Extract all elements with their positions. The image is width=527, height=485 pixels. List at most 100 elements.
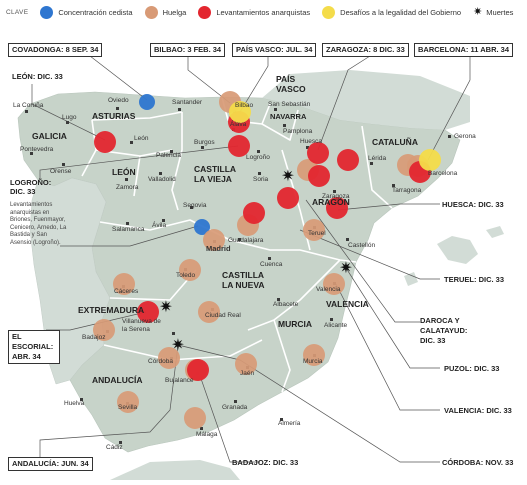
city-label-c-rdoba: Córdoba [148,358,173,365]
death-marker-c-rdoba: ✷ [171,335,184,354]
region-label-galicia: GALICIA [32,131,67,141]
city-label-bilbao: Bilbao [235,102,254,109]
uprising-marker-zaragoza [337,149,359,171]
legend-swatch-cedista [40,5,54,19]
strike-marker-valencia [323,273,345,295]
city-label-castell-n: Castellón [348,242,376,249]
city-label-ja-n: Jaén [240,370,255,377]
city-label-guadalajara: Guadalajara [228,237,264,244]
legend-swatch-strike [144,5,158,19]
callout-bilbao: BILBAO: 3 FEB. 34 [150,43,226,57]
uprising-marker-calatayud [277,187,299,209]
strike-marker-c-rdoba [158,347,180,369]
callout-pais-vasco: PAÍS VASCO: JUL. 34 [232,43,317,57]
callout-puzol: PUZOL: DIC. 33 [444,364,500,373]
challenge-marker-barcelona [419,149,441,171]
region-label-aragon: ARAGÓN [312,197,350,207]
city-label-sevilla: Sevilla [118,404,138,411]
city-label-la-coru-a: La Coruña [13,102,44,109]
region-label-navarra: NAVARRA [270,112,307,121]
city-label-huesca: Huesca [300,138,323,145]
region-label-murcia: MURCIA [278,319,312,329]
legend-label-deaths: Muertes [486,7,514,17]
city-label-alicante: Alicante [324,322,348,329]
region-label-cataluna: CATALUÑA [372,137,418,147]
uprising-marker-bujalance [187,359,209,381]
city-label-tarragona: Tarragona [392,187,422,194]
legend-label-strike: Huelga [162,7,187,17]
city-label-santander: Santander [172,99,202,106]
callout-leader-lines [31,50,471,463]
city-label-burgos: Burgos [194,139,215,146]
uprising-marker-l-rida [308,165,330,187]
callout-valencia: VALENCIA: DIC. 33 [444,406,512,415]
uprising-marker-orense-le-n [94,131,116,153]
uprising-marker-daroca [326,197,348,219]
uprising-marker-villanueva-de-la-serena [137,301,159,323]
region-label-castilla-la-nueva: CASTILLA LA NUEVA [222,270,265,290]
strike-marker-murcia [303,344,325,366]
city-label-huelva: Huelva [64,400,85,407]
city-label-teruel: Teruel [308,230,326,237]
legend-item-strike: Huelga [144,5,187,19]
strike-marker-ja-n [235,353,257,375]
region-label-valencia: VALENCIA [326,299,369,309]
city-label-c-ceres: Cáceres [114,288,139,295]
city-label-toledo: Toledo [176,272,196,279]
city-label-l-rida: Lérida [368,155,387,162]
strike-marker-badajoz [93,319,115,341]
legend-label-challenge: Desafíos a la legalidad del Gobierno [340,7,462,17]
ibiza-island [404,272,418,286]
city-label-gerona: Gerona [454,133,476,140]
city-label-almer-a: Almería [278,420,301,427]
strike-marker-teruel [303,219,325,241]
region-borders [81,96,393,393]
city-label-valladolid: Valladolid [148,176,176,183]
death-marker-villanueva-de-la-serena: ✷ [159,297,172,316]
africa-landmass [110,460,240,480]
city-label--vila: Ávila [152,222,167,229]
city-label-zamora: Zamora [116,184,139,191]
city-label-m-laga: Málaga [196,431,218,438]
region-label-pais-vasco: PAÍS VASCO [276,74,306,94]
legend-label-cedista: Concentración cedista [58,7,133,17]
strike-marker-madrid [203,229,225,251]
legend-item-cedista: Concentración cedista [40,5,133,19]
strike-marker-sevilla [117,391,139,413]
legend-swatch-challenge [322,5,336,19]
city-label-albacete: Albacete [273,301,299,308]
logrono-note: Levantamientos anarquistas en Briones, F… [10,202,67,246]
callout-daroca: DAROCA Y CALATAYUD: DIC. 33 [420,316,468,345]
death-star-icon: ✷ [473,5,483,18]
menorca-island [486,226,504,238]
city-label-granada: Granada [222,404,248,411]
city-label-bujalance: Bujalance [165,377,194,384]
city-label-san-sebasti-n: San Sebastián [268,101,311,108]
legend-key-label: CLAVE [6,8,29,16]
city-label-logro-o: Logroño [246,154,270,161]
callout-zaragoza: ZARAGOZA: 8 DIC. 33 [322,43,409,57]
cedista-marker-covadonga [139,94,155,110]
uprising-marker-huesca [307,142,329,164]
legend-item-challenge: Desafíos a la legalidad del Gobierno [322,5,462,19]
city-label-murcia: Murcia [303,358,323,365]
strike-marker-ciudad-real [198,301,220,323]
callout-leon: LEÓN: DIC. 33 [12,72,63,81]
city-label-c-diz: Cádiz [106,444,123,451]
callout-teruel: TERUEL: DIC. 33 [444,275,505,284]
strike-marker-toledo [179,259,201,281]
callout-covadonga: COVADONGA: 8 SEP. 34 [8,43,103,57]
callout-andalucia: ANDALUCÍA: JUN. 34 [8,457,93,471]
death-marker-puzol: ✷ [339,258,352,277]
uprising-marker-logro-o [228,135,250,157]
city-label-lugo: Lugo [62,114,77,121]
city-label-cuenca: Cuenca [260,261,283,268]
legend-swatch-uprising [198,5,212,19]
region-label-castilla-la-vieja: CASTILLA LA VIEJA [194,164,236,184]
city-label-salamanca: Salamanca [112,226,145,233]
france-landmass [262,70,470,130]
callout-barcelona: BARCELONA: 11 ABR. 34 [414,43,513,57]
region-label-asturias: ASTURIAS [92,111,136,121]
